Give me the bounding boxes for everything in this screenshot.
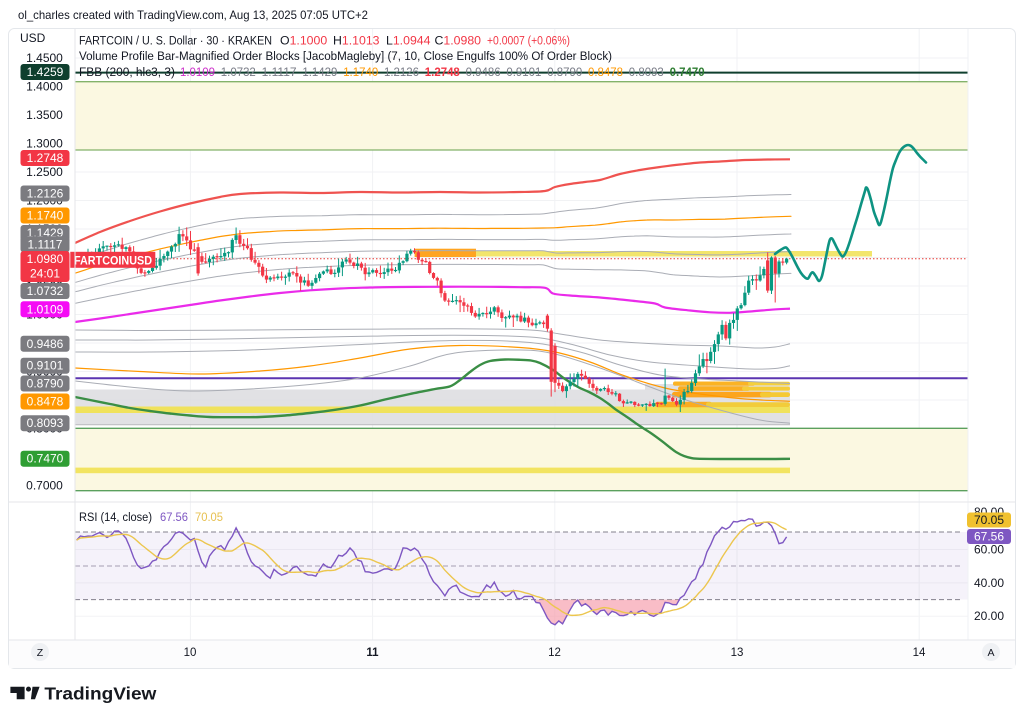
svg-text:70.05: 70.05 (974, 513, 1004, 527)
svg-text:Volume Profile Bar-Magnified O: Volume Profile Bar-Magnified Order Block… (79, 49, 612, 63)
svg-text:1.2748: 1.2748 (27, 151, 64, 165)
svg-text:ol_charles created with Tradin: ol_charles created with TradingView.com,… (18, 8, 368, 22)
svg-text:FARTCOIN / U. S. Dollar · 30 ·: FARTCOIN / U. S. Dollar · 30 · KRAKEN (79, 34, 272, 48)
svg-text:1.4500: 1.4500 (26, 51, 63, 65)
svg-text:1.2126: 1.2126 (27, 187, 64, 201)
svg-text:13: 13 (731, 647, 744, 659)
svg-text:1.1429: 1.1429 (302, 65, 337, 79)
svg-text:1.0109: 1.0109 (27, 302, 64, 316)
svg-text:FBB (200, hlc3, 3): FBB (200, hlc3, 3) (79, 65, 175, 79)
svg-text:70.05: 70.05 (195, 510, 223, 524)
svg-text:11: 11 (366, 647, 379, 659)
svg-text:0.8093: 0.8093 (629, 65, 664, 79)
svg-text:TradingView: TradingView (44, 683, 156, 703)
svg-text:1.2500: 1.2500 (26, 165, 63, 179)
svg-text:0.9101: 0.9101 (27, 359, 64, 373)
svg-text:FARTCOINUSD: FARTCOINUSD (74, 255, 152, 267)
svg-text:60.00: 60.00 (974, 543, 1004, 557)
svg-text:0.9486: 0.9486 (27, 337, 64, 351)
svg-text:0.9486: 0.9486 (466, 65, 501, 79)
svg-text:1.0732: 1.0732 (27, 284, 64, 298)
svg-text:1.0732: 1.0732 (221, 65, 256, 79)
svg-text:1.2748: 1.2748 (425, 65, 460, 79)
svg-text:1.1740: 1.1740 (27, 209, 64, 223)
svg-text:C1.0980: C1.0980 (435, 34, 482, 48)
svg-text:1.1117: 1.1117 (262, 65, 297, 79)
svg-text:0.8790: 0.8790 (547, 65, 582, 79)
svg-text:14: 14 (913, 647, 926, 659)
svg-text:1.3000: 1.3000 (26, 137, 63, 151)
svg-text:USD: USD (20, 31, 46, 45)
svg-text:24:01: 24:01 (30, 267, 60, 281)
svg-text:10: 10 (184, 647, 197, 659)
svg-text:0.8478: 0.8478 (588, 65, 623, 79)
svg-text:+0.0007 (+0.06%): +0.0007 (+0.06%) (487, 34, 570, 48)
svg-text:40.00: 40.00 (974, 576, 1004, 590)
svg-text:1.3500: 1.3500 (26, 108, 63, 122)
svg-text:67.56: 67.56 (974, 530, 1004, 544)
svg-text:1.4000: 1.4000 (26, 80, 63, 94)
svg-text:67.56: 67.56 (160, 510, 188, 524)
svg-text:0.7470: 0.7470 (670, 65, 705, 79)
svg-text:0.9101: 0.9101 (506, 65, 541, 79)
svg-text:0.7470: 0.7470 (27, 452, 64, 466)
svg-text:0.8478: 0.8478 (27, 395, 64, 409)
svg-text:0.8093: 0.8093 (27, 416, 64, 430)
svg-text:0.7000: 0.7000 (26, 479, 63, 493)
svg-text:1.1740: 1.1740 (343, 65, 378, 79)
svg-text:Z: Z (37, 647, 44, 659)
svg-text:1.0109: 1.0109 (180, 65, 215, 79)
svg-text:12: 12 (548, 647, 561, 659)
svg-text:O1.1000: O1.1000 (280, 34, 327, 48)
svg-text:L1.0944: L1.0944 (386, 34, 431, 48)
svg-text:1.0980: 1.0980 (27, 252, 64, 266)
svg-text:A: A (987, 647, 994, 659)
svg-text:H1.1013: H1.1013 (333, 34, 380, 48)
svg-text:0.8790: 0.8790 (27, 377, 64, 391)
svg-text:RSI (14, close): RSI (14, close) (79, 510, 152, 524)
svg-text:1.1117: 1.1117 (28, 237, 63, 251)
svg-text:20.00: 20.00 (974, 609, 1004, 623)
svg-text:1.4259: 1.4259 (27, 65, 64, 79)
svg-text:1.2126: 1.2126 (384, 65, 419, 79)
